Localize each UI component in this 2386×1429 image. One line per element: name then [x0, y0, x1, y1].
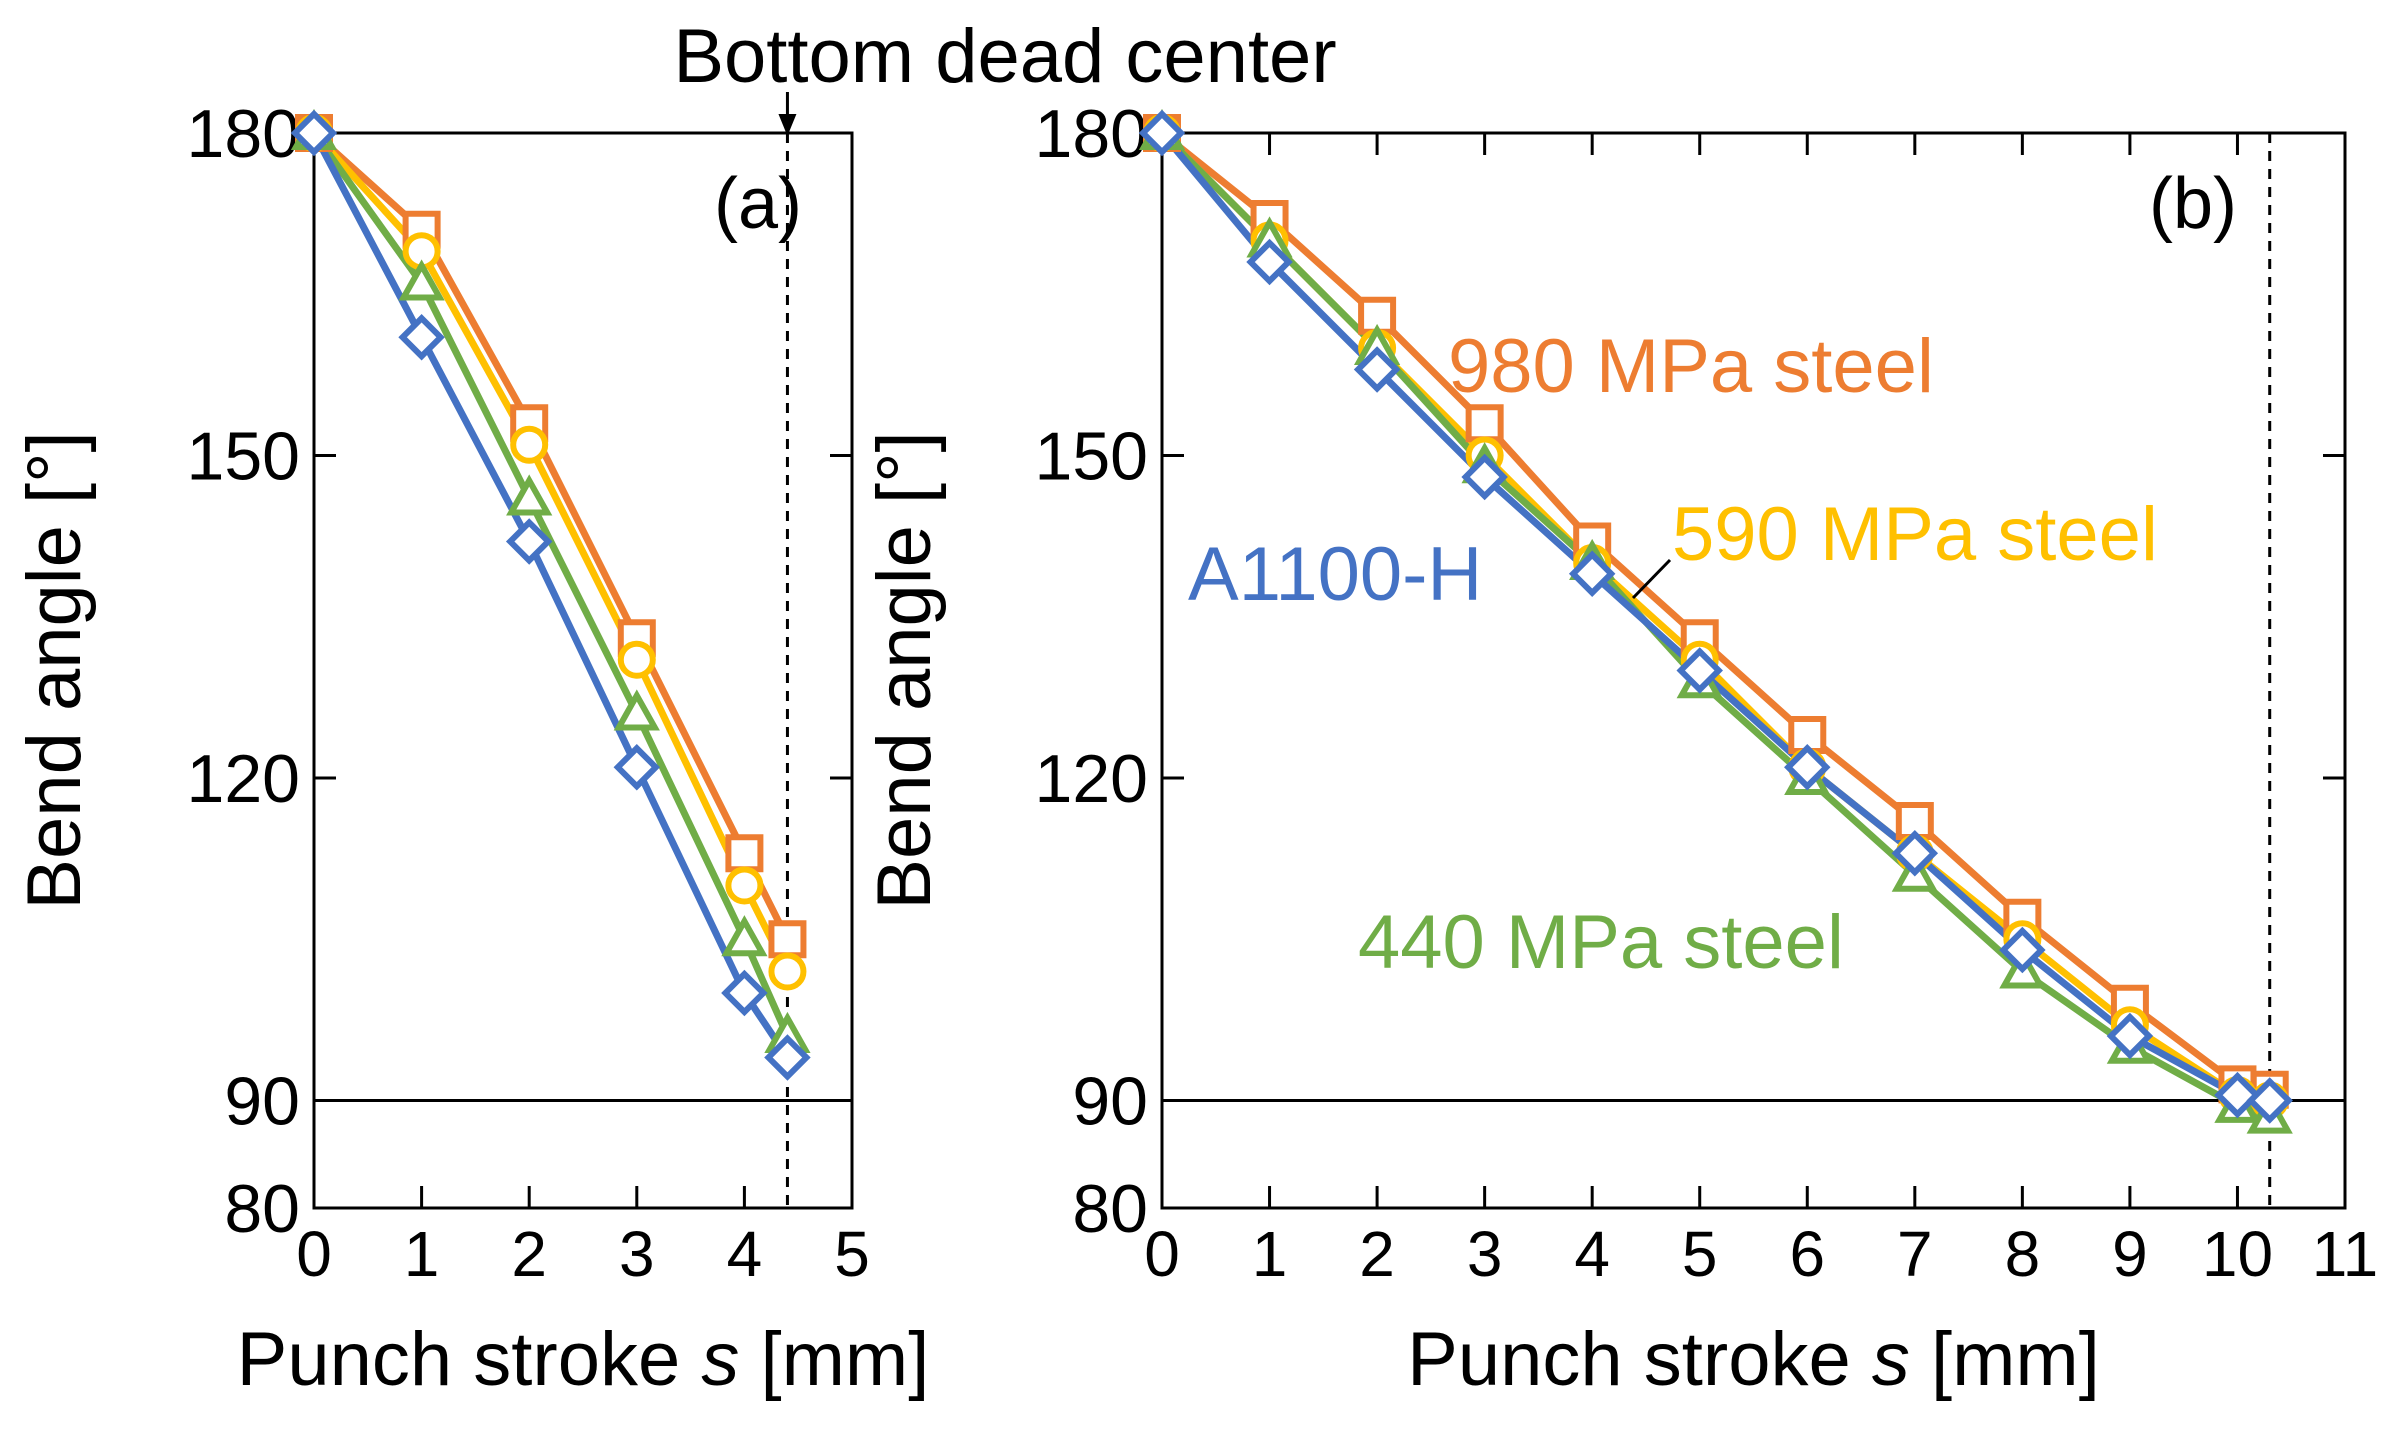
marker-a1100-h	[398, 314, 445, 361]
marker-a1100-h	[1568, 550, 1616, 597]
y-axis-label-a: Bend angle [°]	[12, 431, 97, 909]
panel-label-b: (b)	[2149, 164, 2237, 244]
x-tick-label-b: 11	[2312, 1218, 2378, 1290]
x-tick-label-a: 1	[404, 1218, 440, 1290]
series-markers-a1100-h-b	[1138, 109, 2293, 1124]
panel-a-chart: 0 1 2 3 4 5 80 90 120 150 180 Punch stroke s [mm] Be…	[12, 92, 929, 1402]
annotation-leader-590	[1631, 558, 1672, 600]
bottom-dead-center-label: Bottom dead center	[673, 14, 1336, 99]
x-tick-label-a: 5	[834, 1218, 870, 1290]
marker-a1100-h	[505, 518, 553, 565]
y-tick-label-b: 180	[1035, 96, 1148, 172]
x-tick-label-a: 2	[511, 1218, 547, 1290]
x-tick-label-a: 0	[296, 1218, 332, 1290]
annotation-590-mpa-steel: 590 MPa steel	[1672, 492, 2158, 577]
x-tick-label-b: 10	[2202, 1218, 2273, 1290]
marker-a1100-h	[290, 109, 338, 157]
y-tick-label-a: 80	[224, 1171, 300, 1247]
panel-b-chart: 0 1 2 3 4 5 6 7 8 9 10 11 80 90 120 150 180 Punch stroke …	[862, 96, 2378, 1402]
marker-a1100-h	[2214, 1071, 2261, 1119]
x-tick-label-b: 0	[1144, 1218, 1180, 1290]
marker-980-mpa-steel	[1465, 404, 1504, 443]
marker-a1100-h	[1246, 238, 1293, 286]
y-tick-label-b: 90	[1072, 1064, 1148, 1140]
panel-label-a: (a)	[714, 164, 802, 244]
x-tick-label-b: 4	[1574, 1218, 1610, 1290]
y-axis-label-b: Bend angle [°]	[862, 431, 947, 909]
series-line-a1100-h-a	[310, 131, 791, 1060]
marker-a1100-h	[2246, 1077, 2293, 1124]
x-tick-label-b: 5	[1682, 1218, 1718, 1290]
marker-590-mpa-steel	[725, 866, 764, 905]
annotation-980-mpa-steel: 980 MPa steel	[1448, 324, 1934, 409]
x-tick-label-a: 3	[619, 1218, 655, 1290]
y-tick-label-a: 150	[187, 419, 300, 495]
plot-frame-b	[1160, 131, 2347, 1210]
plot-frame-a	[312, 131, 854, 1210]
marker-a1100-h	[721, 969, 768, 1017]
x-tick-label-a: 4	[727, 1218, 763, 1290]
marker-980-mpa-steel	[768, 920, 807, 959]
marker-980-mpa-steel	[725, 834, 764, 873]
marker-590-mpa-steel	[510, 425, 549, 464]
marker-440-mpa-steel	[721, 915, 768, 957]
y-tick-label-b: 120	[1035, 741, 1148, 817]
marker-a1100-h	[613, 744, 661, 791]
marker-590-mpa-steel	[617, 640, 656, 679]
marker-a1100-h	[1676, 647, 1723, 694]
x-tick-label-b: 7	[1897, 1218, 1933, 1290]
y-tick-label-a: 120	[187, 741, 300, 817]
x-tick-label-b: 9	[2112, 1218, 2148, 1290]
marker-a1100-h	[1353, 346, 1401, 393]
series-markers-a1100-h-a	[290, 109, 811, 1081]
marker-440-mpa-steel	[613, 689, 660, 731]
marker-a1100-h	[1138, 109, 1186, 157]
marker-a1100-h	[1784, 744, 1831, 791]
y-tick-label-b: 80	[1072, 1171, 1148, 1247]
x-tick-label-b: 1	[1252, 1218, 1288, 1290]
x-axis-label-a: Punch stroke s [mm]	[237, 1317, 930, 1402]
annotation-a1100-h: A1100-H	[1188, 532, 1482, 617]
x-tick-label-b: 8	[2005, 1218, 2041, 1290]
x-tick-label-b: 2	[1359, 1218, 1395, 1290]
marker-a1100-h	[1461, 453, 1508, 501]
marker-a1100-h	[1999, 926, 2046, 974]
marker-a1100-h	[2106, 1012, 2154, 1060]
y-tick-label-b: 150	[1035, 419, 1148, 495]
y-tick-label-a: 90	[224, 1064, 300, 1140]
series-line-590-mpa-steel-a	[311, 130, 791, 974]
x-tick-label-b: 6	[1789, 1218, 1825, 1290]
marker-440-mpa-steel	[506, 474, 553, 516]
marker-a1100-h	[764, 1034, 811, 1081]
annotation-440-mpa-steel: 440 MPa steel	[1358, 900, 1844, 985]
marker-a1100-h	[1891, 830, 1939, 877]
bottom-dead-center-arrow-head	[778, 114, 797, 136]
marker-590-mpa-steel	[768, 952, 807, 991]
x-axis-label-b: Punch stroke s [mm]	[1407, 1317, 2100, 1402]
marker-440-mpa-steel	[398, 259, 445, 301]
y-tick-label-a: 180	[187, 96, 300, 172]
x-tick-label-b: 3	[1467, 1218, 1503, 1290]
